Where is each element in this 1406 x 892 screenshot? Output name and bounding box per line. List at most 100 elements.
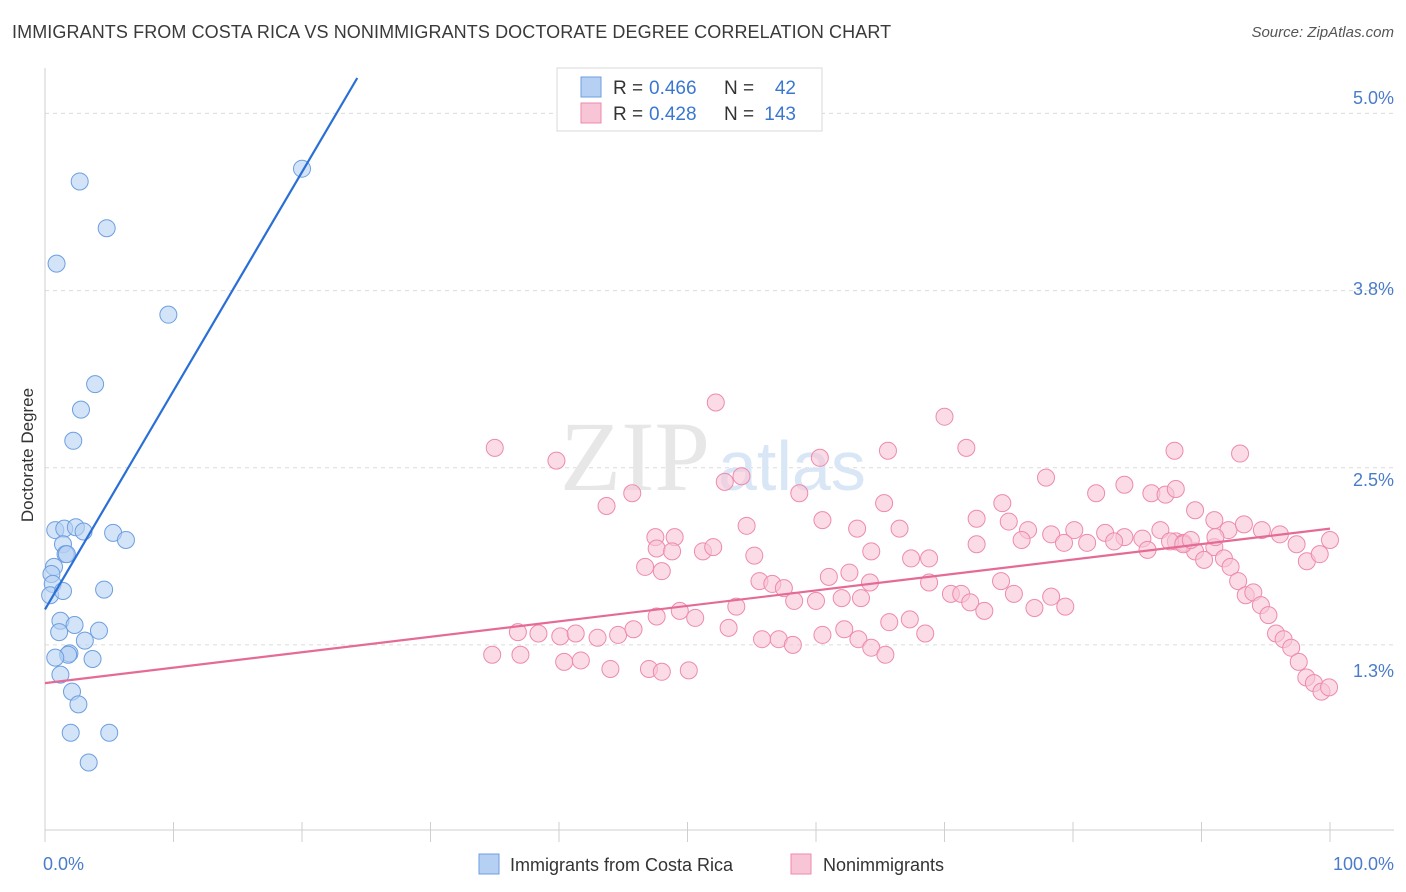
stats-legend-n-label-2: N =	[724, 104, 754, 125]
nonimmigrants-point-50	[1055, 533, 1074, 552]
costa-rica-point-27	[75, 631, 94, 650]
nonimmigrants-point-63	[1310, 545, 1329, 564]
costa-rica-point-30	[46, 648, 65, 667]
stats-legend-n-value-1: 42	[775, 78, 796, 99]
stats-legend: R = 0.466 N = 42 R = 0.428 N = 143	[556, 67, 823, 132]
y-tick-1-3: 1.3%	[1353, 661, 1394, 681]
nonimmigrants-point-98	[992, 572, 1011, 591]
bottom-legend: Immigrants from Costa Rica Nonimmigrants	[478, 853, 944, 875]
nonimmigrants-point-59	[1252, 521, 1271, 540]
nonimmigrants-point-102	[1056, 597, 1075, 616]
costa-rica-point-31	[83, 650, 102, 669]
nonimmigrants-point-61	[1287, 535, 1306, 554]
costa-rica-point-4	[159, 305, 178, 324]
costa-rica-point-35	[61, 723, 80, 742]
nonimmigrants-point-131	[511, 645, 530, 664]
costa-rica-point-16	[57, 545, 76, 564]
costa-rica-point-24	[65, 616, 84, 635]
nonimmigrants-point-17	[1087, 484, 1106, 503]
nonimmigrants-point-11	[623, 484, 642, 503]
nonimmigrants-point-47	[920, 549, 939, 568]
nonimmigrants-point-51	[1078, 533, 1097, 552]
costa-rica-point-37	[79, 753, 98, 772]
nonimmigrants-point-129	[624, 620, 643, 639]
nonimmigrants-point-30	[967, 509, 986, 528]
nonimmigrants-point-76	[1259, 606, 1278, 625]
nonimmigrants-point-64	[1321, 530, 1339, 549]
nonimmigrants-point-9	[1037, 468, 1056, 487]
nonimmigrants-point-103	[727, 597, 746, 616]
nonimmigrants-point-68	[1195, 550, 1214, 569]
nonimmigrants-point-133	[571, 651, 590, 670]
nonimmigrants-point-121	[862, 638, 881, 657]
nonimmigrants-point-80	[1289, 652, 1308, 671]
costa-rica-point-1	[97, 219, 116, 238]
costa-rica-point-7	[64, 431, 83, 450]
nonimmigrants-point-12	[597, 496, 616, 515]
nonimmigrants-point-97	[975, 601, 994, 620]
nonimmigrants-point-33	[1042, 525, 1061, 544]
nonimmigrants-point-16	[993, 494, 1012, 513]
nonimmigrants-point-99	[1004, 584, 1023, 603]
legend-nonimmigrants-swatch	[790, 853, 812, 875]
nonimmigrants-point-118	[813, 625, 832, 644]
nonimmigrants-point-31	[999, 512, 1018, 531]
nonimmigrants-point-84	[1320, 678, 1339, 697]
y-axis-title: Doctorate Degree	[18, 388, 37, 522]
nonimmigrants-point-8	[732, 467, 751, 486]
nonimmigrants-point-134	[601, 659, 620, 678]
nonimmigrants-point-58	[1234, 515, 1253, 534]
nonimmigrants-point-5	[810, 448, 829, 467]
nonimmigrants-point-43	[704, 538, 723, 557]
nonimmigrants-point-4	[547, 451, 566, 470]
nonimmigrants-point-44	[745, 546, 764, 565]
nonimmigrants-point-96	[961, 593, 980, 612]
stats-legend-r-value-1: 0.466	[649, 78, 697, 99]
nonimmigrants-point-110	[916, 624, 935, 643]
nonimmigrants-point-117	[783, 635, 802, 654]
nonimmigrants-point-85	[636, 557, 655, 576]
nonimmigrants-point-72	[1229, 572, 1248, 591]
stats-legend-n-label-1: N =	[724, 78, 754, 99]
nonimmigrants-point-100	[1025, 599, 1044, 618]
stats-legend-r-label-1: R =	[613, 78, 643, 99]
nonimmigrants-point-45	[862, 542, 881, 561]
nonimmigrants-point-46	[902, 549, 921, 568]
nonimmigrants-point-119	[835, 620, 854, 639]
legend-nonimmigrants-label: Nonimmigrants	[823, 855, 944, 875]
costa-rica-point-0	[70, 172, 89, 191]
y-tick-2-5: 2.5%	[1353, 470, 1394, 490]
costa-rica-points	[41, 159, 311, 772]
costa-rica-point-32	[51, 665, 70, 684]
costa-rica-point-13	[116, 530, 135, 549]
nonimmigrants-point-1	[935, 407, 954, 426]
nonimmigrants-point-120	[849, 630, 868, 649]
nonimmigrants-point-34	[1065, 521, 1084, 540]
nonimmigrants-point-91	[840, 563, 859, 582]
stats-legend-r-value-2: 0.428	[649, 104, 697, 125]
nonimmigrants-point-13	[715, 472, 734, 491]
nonimmigrants-point-104	[785, 591, 804, 610]
costa-rica-point-36	[100, 723, 119, 742]
nonimmigrants-point-108	[880, 613, 899, 632]
costa-rica-point-3	[47, 254, 66, 273]
nonimmigrants-point-49	[1012, 530, 1031, 549]
stats-legend-pink-swatch	[580, 102, 602, 124]
costa-rica-point-34	[69, 695, 88, 714]
nonimmigrants-point-128	[609, 625, 628, 644]
stats-legend-blue-swatch	[580, 76, 602, 98]
nonimmigrants-point-101	[1042, 587, 1061, 606]
nonimmigrants-point-109	[900, 610, 919, 629]
source-label: Source: ZipAtlas.com	[1251, 24, 1394, 41]
nonimmigrants-point-127	[588, 628, 607, 647]
stats-legend-r-label-2: R =	[613, 104, 643, 125]
costa-rica-point-6	[71, 400, 90, 419]
nonimmigrants-point-136	[652, 662, 671, 681]
nonimmigrants-points	[483, 393, 1339, 701]
costa-rica-point-25	[89, 621, 108, 640]
nonimmigrants-point-111	[647, 607, 666, 626]
nonimmigrants-point-22	[1186, 501, 1205, 520]
nonimmigrants-point-40	[647, 539, 666, 558]
y-tick-3-8: 3.8%	[1353, 279, 1394, 299]
